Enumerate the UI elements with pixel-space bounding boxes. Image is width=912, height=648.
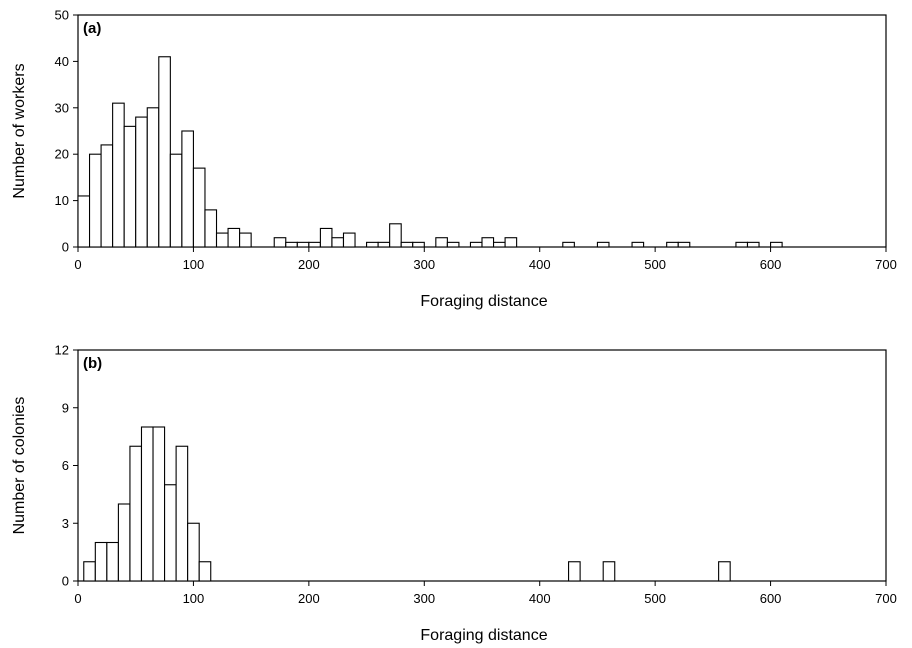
histogram-bar xyxy=(158,56,171,248)
histogram-bar xyxy=(389,223,402,248)
histogram-bar xyxy=(135,116,148,248)
x-tick-label: 300 xyxy=(413,591,435,606)
x-tick-label: 200 xyxy=(298,591,320,606)
histogram-bar xyxy=(273,237,287,248)
y-tick-label: 50 xyxy=(55,8,69,23)
x-tick-label: 500 xyxy=(644,257,666,272)
y-axis-title: Number of workers xyxy=(11,63,28,198)
histogram-bar xyxy=(152,426,166,582)
chart-panel-a: 0 100 200 300 400 500 600 700 0 10 20 30 40 50 (a) Fora… xyxy=(11,8,897,311)
histogram-bar xyxy=(198,561,212,582)
y-tick-label: 20 xyxy=(55,147,69,162)
panel-label: (b) xyxy=(83,355,102,372)
x-tick-label: 100 xyxy=(183,591,205,606)
y-tick-label: 0 xyxy=(62,574,69,589)
histogram-bar xyxy=(342,232,356,248)
y-tick-label: 9 xyxy=(62,400,69,415)
histogram-bar xyxy=(140,426,154,582)
histogram-bar xyxy=(88,153,102,248)
y-tick-label: 30 xyxy=(55,100,69,115)
histogram-bar xyxy=(175,445,189,582)
x-tick-label: 700 xyxy=(875,591,897,606)
histogram-bar xyxy=(296,241,310,248)
histogram-bar xyxy=(227,227,241,248)
histogram-bar xyxy=(366,241,379,248)
x-axis-title: Foraging distance xyxy=(420,293,547,310)
panel-label: (a) xyxy=(83,20,101,37)
histogram-bar xyxy=(100,144,114,248)
histogram-bar xyxy=(169,153,183,248)
histogram-bar xyxy=(308,241,321,248)
y-tick-label: 6 xyxy=(62,458,69,473)
histogram-bar xyxy=(181,130,194,248)
histogram-bar xyxy=(215,232,229,248)
x-tick-label: 300 xyxy=(413,257,435,272)
histogram-bar xyxy=(112,102,125,248)
histogram-bar xyxy=(469,241,483,248)
x-tick-label: 600 xyxy=(760,257,782,272)
x-tick-label: 400 xyxy=(529,257,551,272)
y-tick-label: 10 xyxy=(55,193,69,208)
x-tick-label: 600 xyxy=(760,591,782,606)
x-tick-label: 0 xyxy=(74,591,81,606)
x-tick-label: 700 xyxy=(875,257,897,272)
histogram-bar xyxy=(666,241,679,248)
histogram-bar xyxy=(377,241,391,248)
histogram-bar xyxy=(164,484,177,582)
histogram-bar xyxy=(718,561,731,582)
histogram-bar xyxy=(562,241,575,248)
x-tick-label: 500 xyxy=(644,591,666,606)
histogram-bar xyxy=(400,241,414,248)
histogram-bar xyxy=(239,232,252,248)
y-tick-label: 40 xyxy=(55,54,69,69)
y-tick-label: 3 xyxy=(62,516,69,531)
histogram-bar xyxy=(192,167,206,248)
histogram-bar xyxy=(435,237,448,248)
histogram-bar xyxy=(568,561,581,582)
x-tick-label: 0 xyxy=(74,257,81,272)
histogram-bar xyxy=(596,241,610,248)
histogram-bar xyxy=(492,241,506,248)
histogram-bar xyxy=(106,541,119,582)
histogram-bar xyxy=(129,445,143,582)
histogram-bar xyxy=(94,541,108,582)
histogram-bar xyxy=(677,241,691,248)
histogram-bar xyxy=(504,237,518,248)
histogram-bar xyxy=(481,237,495,248)
x-tick-label: 100 xyxy=(183,257,205,272)
histogram-bar xyxy=(412,241,425,248)
histogram-bar xyxy=(735,241,749,248)
y-axis-title: Number of colonies xyxy=(11,397,28,535)
y-tick-label: 0 xyxy=(62,240,69,255)
histogram-bar xyxy=(319,227,333,248)
x-tick-label: 200 xyxy=(298,257,320,272)
histogram-bar xyxy=(187,522,200,582)
histogram-bar xyxy=(746,241,760,248)
histogram-bar xyxy=(446,241,460,248)
histogram-bar xyxy=(117,503,131,582)
histogram-bar xyxy=(146,107,160,248)
chart-panel-b: 0 100 200 300 400 500 600 700 0 3 6 9 12 (b) Foraging … xyxy=(11,343,897,645)
histogram-bar xyxy=(602,561,616,582)
histogram-bar xyxy=(331,237,345,248)
histogram-bar xyxy=(77,195,91,248)
histogram-bar xyxy=(83,561,96,582)
x-tick-label: 400 xyxy=(529,591,551,606)
histogram-bar xyxy=(631,241,645,248)
histogram-bar xyxy=(204,209,218,248)
y-tick-label: 12 xyxy=(55,343,69,358)
histogram-bar xyxy=(123,125,137,248)
histogram-bar xyxy=(285,241,298,248)
x-axis-title: Foraging distance xyxy=(420,627,547,644)
histogram-bar xyxy=(770,241,783,248)
